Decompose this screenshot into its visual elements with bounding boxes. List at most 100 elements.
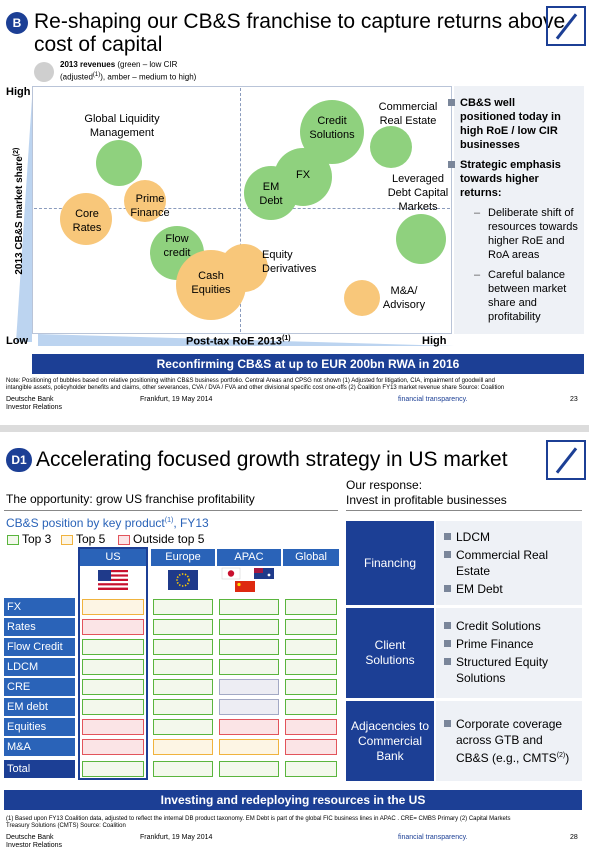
slide2-footnote: (1) Based upon FY13 Coalition data, adju… (6, 816, 586, 830)
i2-line1: Commercial Real (456, 548, 549, 562)
item-credit-solutions: Credit Solutions (444, 619, 541, 633)
label-core-rates: Core Rates (62, 207, 112, 235)
item-em-debt: EM Debt (444, 582, 503, 596)
row-label-em-debt: EM debt (4, 698, 75, 716)
bubble-leveraged-debt-capital-markets (396, 214, 446, 264)
cell-em-debt-global (285, 699, 337, 715)
cell-flow-credit-us (82, 639, 144, 655)
glm-line2: Management (89, 127, 155, 139)
row-label-total: Total (4, 760, 75, 778)
position-title-text: CB&S position by key product (6, 516, 165, 530)
column-apac: APAC (217, 549, 281, 566)
item-prime-finance: Prime Finance (443, 637, 534, 651)
note-line2: intangible assets, policyholder benefits… (6, 385, 505, 391)
legend-top5-swatch (61, 535, 73, 545)
bottom-banner: Reconfirming CB&S at up to EUR 200bn RWA… (32, 354, 584, 374)
label-cash-equities: Cash Equities (184, 269, 238, 297)
response-adjacencies-body (436, 701, 582, 781)
subbullet-deliberate-shift: Deliberate shift of resources towards hi… (474, 206, 578, 262)
cell-equities-europe (153, 719, 213, 735)
page-number: 23 (570, 396, 578, 403)
footnote: Note: Positioning of bubbles based on re… (6, 378, 586, 392)
cell-cre-apac (219, 679, 279, 695)
axis-high-y-label: High (6, 86, 31, 98)
s2-line1: Careful balance (488, 269, 566, 281)
footer-date: Frankfurt, 19 May 2014 (140, 396, 213, 403)
bubble-credit-solutions (300, 100, 364, 164)
item-corporate-coverage: Corporate coverage across GTB and CB&S (… (443, 716, 569, 766)
cell-ldcm-europe (153, 659, 213, 675)
apac-flags-icon (221, 567, 274, 592)
b1-line2: positioned today in (460, 111, 561, 123)
h3-line3: Bank (376, 748, 404, 763)
response-line1: Our response: (346, 478, 423, 492)
column-europe: Europe (151, 549, 215, 566)
ldcm-line1: Leveraged (392, 173, 444, 185)
vertical-divider (240, 88, 241, 332)
core-line2: Rates (72, 222, 102, 234)
us-column-highlight (78, 547, 148, 780)
position-suffix: , FY13 (173, 516, 209, 530)
cell-ldcm-global (285, 659, 337, 675)
b2-line2: towards higher (460, 173, 539, 185)
cell-m-a-europe (153, 739, 213, 755)
bubble-commercial-real-estate (370, 126, 412, 168)
cell-rates-global (285, 619, 337, 635)
s2-note-line2: Treasury Solutions (CMTS) Source: Coalit… (6, 823, 126, 829)
label-fx: FX (295, 169, 311, 181)
legend-line2b: ), amber – medium to high) (100, 72, 197, 82)
row-label-equities: Equities (4, 718, 75, 736)
row-label-flow-credit: Flow Credit (4, 638, 75, 656)
cell-rates-europe (153, 619, 213, 635)
cre-line2: Real Estate (379, 115, 437, 127)
eu-flag-icon (168, 570, 198, 590)
legend-line2a: (adjusted (60, 72, 93, 82)
legend-bubble-icon (34, 62, 54, 82)
row-label-ma: M&A (4, 738, 75, 756)
slide-23: B Re-shaping our CB&S franchise to captu… (0, 0, 589, 425)
position-sup: (1) (164, 517, 174, 524)
slide-title: Re-shaping our CB&S franchise to capture… (34, 10, 565, 56)
cell-total-global (285, 761, 337, 777)
bubble-ma-advisory (344, 280, 380, 316)
footer-org-line1: Deutsche Bank (6, 396, 54, 403)
bubble-chart-frame (32, 86, 452, 334)
i7-line3-text: CB&S (e.g., CMTS (456, 751, 557, 765)
column-global: Global (283, 549, 339, 566)
legend-top3-label: Top 3 (22, 532, 52, 546)
footer-org-line2: Investor Relations (6, 404, 63, 411)
us-flag-icon (98, 570, 128, 590)
h2-line1: Client (374, 638, 406, 652)
i7-line2: across GTB and (456, 733, 543, 747)
x-axis-title-text: Post-tax RoE 2013 (186, 335, 282, 348)
cell-fx-global (285, 599, 337, 615)
cell-total-apac (219, 761, 279, 777)
response-financing-head: Financing (346, 521, 434, 605)
y-axis-sup: (2) (12, 147, 20, 157)
label-commercial-real-estate: Commercial Real Estate (370, 100, 446, 128)
y-axis-arrow (16, 98, 32, 342)
core-line1: Core (75, 208, 99, 220)
slide2-banner: Investing and redeploying resources in t… (4, 790, 582, 810)
glm-line1: Global Liquidity (84, 113, 160, 125)
cell-cre-global (285, 679, 337, 695)
i7-line3: CB&S (e.g., CMTS(2)) (456, 748, 569, 766)
cell-em-debt-apac (219, 699, 279, 715)
s2-footer-org-line2: Investor Relations (6, 842, 63, 849)
cell-fx-us (82, 599, 144, 615)
row-label-cre: CRE (4, 678, 75, 696)
cell-equities-global (285, 719, 337, 735)
position-title: CB&S position by key product(1), FY13 (6, 516, 209, 530)
label-equity-derivatives: Equity Derivatives (262, 248, 334, 276)
h3-line2: Commercial (357, 733, 422, 748)
s2-line2: between market (488, 283, 567, 295)
legend-rest: (green – low CIR (115, 60, 178, 69)
b2-line1: Strategic emphasis (460, 159, 561, 171)
cash-line1: Cash (198, 270, 224, 282)
legend-sup: (1) (92, 72, 101, 78)
i7-sup: (2) (556, 752, 566, 759)
axis-low-label: Low (6, 335, 28, 347)
horizontal-divider (34, 208, 450, 209)
cell-em-debt-europe (153, 699, 213, 715)
legend-outside-top5-swatch (118, 535, 130, 545)
